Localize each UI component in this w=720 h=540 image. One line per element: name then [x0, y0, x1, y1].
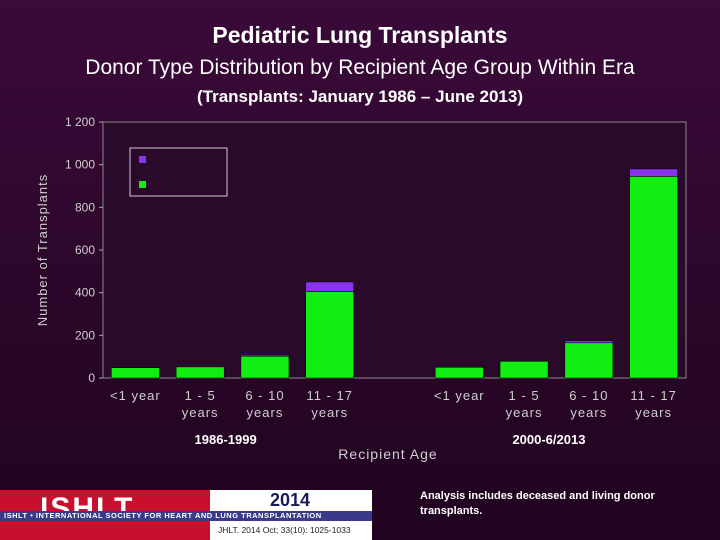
bar-green-segment	[175, 366, 225, 379]
x-tick-label: years	[506, 405, 543, 420]
bar-purple-segment	[564, 340, 614, 344]
bar-purple-segment	[629, 168, 678, 177]
legend-swatch-purple	[139, 156, 146, 163]
x-tick-label: <1 year	[434, 388, 485, 403]
y-tick-label: 1 000	[65, 158, 95, 172]
x-tick-label: <1 year	[110, 388, 161, 403]
ishlt-logo: ISHLT ISHLT • INTERNATIONAL SOCIETY FOR …	[0, 490, 372, 540]
bar-purple-segment	[240, 354, 290, 357]
x-tick-label: 11 - 17	[630, 388, 677, 403]
page-title: Pediatric Lung Transplants	[212, 22, 508, 48]
y-tick-label: 200	[75, 328, 95, 342]
analysis-note: Analysis includes deceased and living do…	[420, 490, 655, 517]
logo-year: 2014	[270, 490, 311, 510]
x-tick-label: years	[311, 405, 348, 420]
bar-green-segment	[305, 291, 354, 379]
y-tick-label: 400	[75, 286, 95, 300]
x-tick-label: 6 - 10	[569, 388, 608, 403]
y-axis-label: Number of Transplants	[35, 174, 50, 327]
bar-green-segment	[240, 355, 290, 379]
logo-band-text: ISHLT • INTERNATIONAL SOCIETY FOR HEART …	[4, 511, 322, 520]
y-tick-label: 600	[75, 243, 95, 257]
journal-citation: JHLT. 2014 Oct; 33(10): 1025-1033	[218, 525, 351, 535]
bar-green-segment	[435, 367, 484, 379]
y-tick-label: 1 200	[65, 115, 95, 129]
logo-band	[0, 511, 372, 521]
x-tick-label: 6 - 10	[245, 388, 284, 403]
era-label-2000-2013: 2000-6/2013	[512, 432, 586, 447]
x-tick-label: years	[247, 405, 284, 420]
x-tick-label: 11 - 17	[306, 388, 353, 403]
date-range: (Transplants: January 1986 – June 2013)	[197, 87, 523, 106]
era-label-1986-1999: 1986-1999	[194, 432, 257, 447]
x-tick-label: years	[182, 405, 219, 420]
legend-box	[129, 147, 228, 197]
x-tick-label: years	[635, 405, 672, 420]
bar-chart: 0 200 400 600 800 1 000 1 200 Number of Transpl…	[35, 115, 687, 462]
x-axis-label: Recipient Age	[338, 446, 437, 462]
page-subtitle: Donor Type Distribution by Recipient Age…	[85, 56, 635, 79]
bar-green-segment	[111, 367, 160, 379]
x-tick-label: 1 - 5	[185, 388, 216, 403]
x-tick-label: 1 - 5	[509, 388, 540, 403]
bar-purple-segment	[305, 281, 354, 292]
bar-green-segment	[629, 176, 678, 379]
bar-green-segment	[564, 342, 614, 379]
x-tick-label: years	[570, 405, 607, 420]
y-tick-label: 800	[75, 200, 95, 214]
legend-swatch-green	[139, 181, 146, 188]
bar-green-segment	[499, 361, 549, 379]
y-tick-label: 0	[88, 371, 95, 385]
